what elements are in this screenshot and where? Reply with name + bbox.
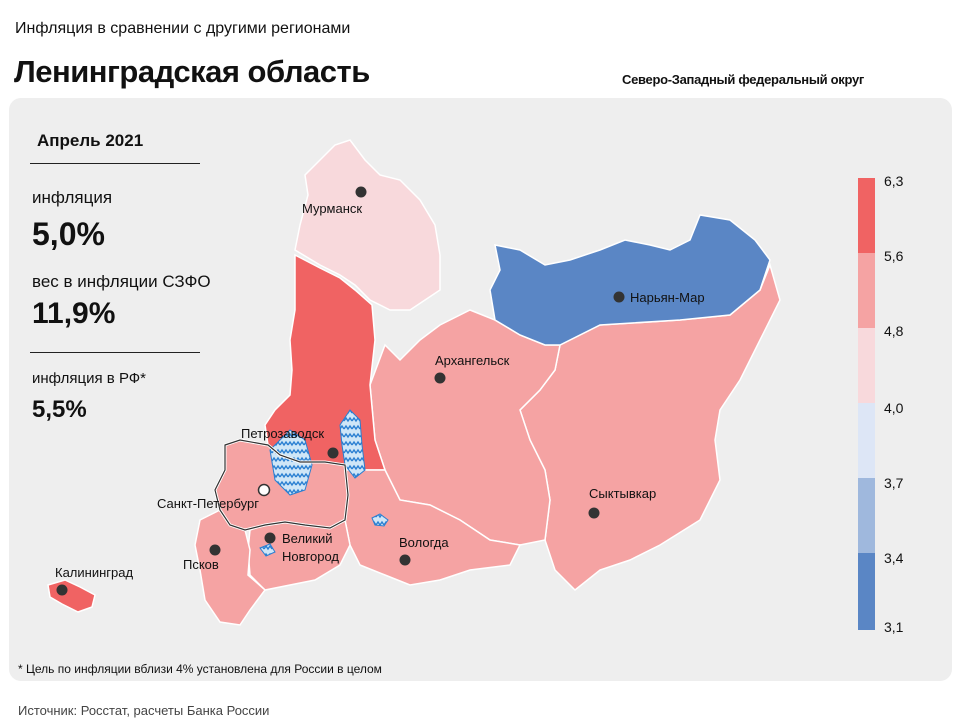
legend-tick: 6,3 [884, 173, 904, 189]
city-label-novgorod-1: Великий [282, 531, 333, 546]
legend-swatch-4.0-4.8 [858, 328, 875, 403]
city-label-naryan-mar: Нарьян-Мар [630, 290, 705, 305]
legend-tick: 4,8 [884, 323, 904, 339]
legend-swatch-3.4-3.7 [858, 478, 875, 553]
city-label-syktyvkar: Сыктывкар [589, 486, 656, 501]
city-label-murmansk: Мурманск [302, 201, 362, 216]
divider [30, 352, 200, 353]
divider [30, 163, 200, 164]
weight-label: вес в инфляции СЗФО [32, 272, 211, 291]
city-label-spb: Санкт-Петербург [157, 496, 259, 511]
city-label-pskov: Псков [183, 557, 219, 572]
city-dot-syktyvkar[interactable] [588, 507, 600, 519]
city-label-vologda: Вологда [399, 535, 449, 550]
legend-tick: 3,7 [884, 475, 904, 491]
page-title: Ленинградская область [14, 54, 370, 89]
lake-ilmen [259, 543, 276, 557]
rf-inflation-value: 5,5% [32, 396, 87, 423]
lake-ladoga [269, 429, 313, 496]
city-dot-spb[interactable] [257, 483, 271, 497]
inflation-label: инфляция [32, 188, 113, 207]
legend-tick: 3,1 [884, 619, 904, 635]
city-dot-murmansk[interactable] [355, 186, 367, 198]
city-dot-pskov[interactable] [209, 544, 221, 556]
legend-swatch-4.8-5.6 [858, 253, 875, 328]
legend-tick: 4,0 [884, 400, 904, 416]
city-dot-kaliningrad[interactable] [56, 584, 68, 596]
city-dot-arkhangelsk[interactable] [434, 372, 446, 384]
period-label: Апрель 2021 [37, 131, 144, 150]
rf-inflation-label: инфляция в РФ* [32, 370, 147, 387]
region-nenets[interactable] [489, 214, 771, 346]
inflation-value: 5,0% [32, 216, 105, 252]
district-label: Северо-Западный федеральный округ [622, 72, 865, 87]
page-subtitle: Инфляция в сравнении с другими регионами [15, 20, 351, 37]
legend-swatch-3.7-4.0 [858, 403, 875, 478]
region-murmansk[interactable] [294, 139, 441, 311]
region-kaliningrad[interactable] [47, 579, 96, 613]
legend-swatch-3.1-3.4 [858, 553, 875, 630]
city-dot-naryan-mar[interactable] [613, 291, 625, 303]
footnote: * Цель по инфляции вблизи 4% установлена… [18, 662, 382, 676]
city-label-arkhangelsk: Архангельск [435, 353, 510, 368]
city-label-novgorod-2: Новгород [282, 549, 339, 564]
city-dot-novgorod[interactable] [264, 532, 276, 544]
source-note: Источник: Росстат, расчеты Банка России [18, 703, 270, 718]
city-dot-petrozavodsk[interactable] [327, 447, 339, 459]
legend-tick: 5,6 [884, 248, 904, 264]
leningrad-outline [214, 439, 349, 531]
legend-swatch-5.6-6.3 [858, 178, 875, 253]
lake-beloye [371, 513, 389, 527]
city-dot-vologda[interactable] [399, 554, 411, 566]
lake-onega [339, 409, 366, 479]
legend-tick: 3,4 [884, 550, 904, 566]
weight-value: 11,9% [32, 297, 116, 330]
city-label-petrozavodsk: Петрозаводск [241, 426, 324, 441]
city-label-kaliningrad: Калининград [55, 565, 133, 580]
